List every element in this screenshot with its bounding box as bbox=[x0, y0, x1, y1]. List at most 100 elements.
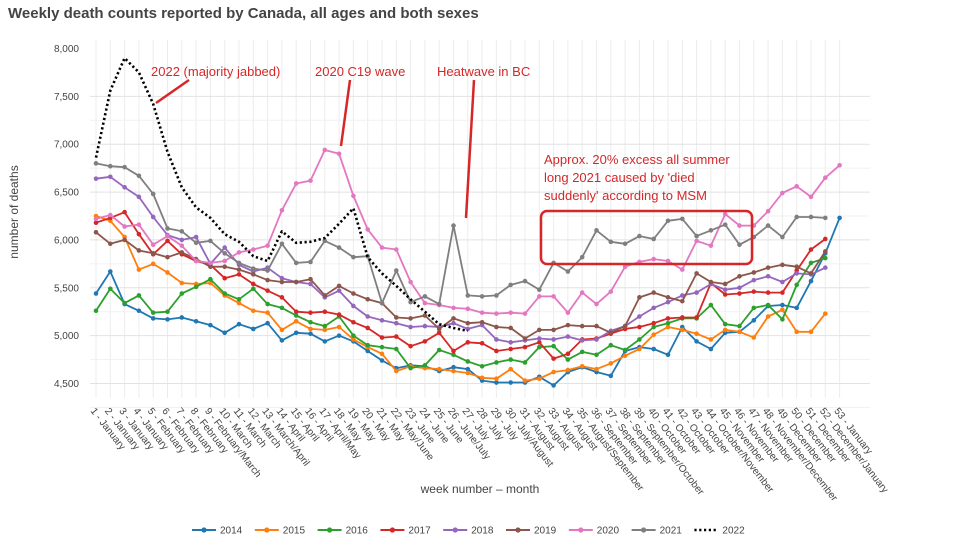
data-point bbox=[408, 279, 413, 285]
series-2022 bbox=[94, 56, 469, 333]
data-point bbox=[494, 376, 499, 382]
data-point bbox=[122, 224, 127, 229]
data-point bbox=[537, 376, 542, 382]
data-point bbox=[737, 323, 742, 329]
data-point bbox=[494, 348, 499, 354]
data-point bbox=[293, 313, 299, 318]
data-point bbox=[308, 276, 313, 282]
data-point bbox=[765, 223, 771, 228]
data-point bbox=[808, 278, 814, 284]
data-point bbox=[565, 334, 571, 339]
data-point bbox=[823, 265, 828, 270]
data-point bbox=[537, 327, 542, 333]
y-tick-label: 7,000 bbox=[54, 140, 79, 151]
data-point bbox=[808, 214, 814, 220]
data-point bbox=[150, 242, 156, 248]
data-point bbox=[279, 207, 285, 213]
data-point bbox=[336, 288, 342, 293]
data-point bbox=[293, 279, 299, 285]
data-point bbox=[694, 233, 699, 239]
data-point bbox=[537, 344, 542, 350]
data-point bbox=[379, 245, 385, 250]
annotation-text: long 2021 caused by 'died bbox=[544, 170, 695, 185]
data-point bbox=[694, 331, 699, 337]
data-point bbox=[680, 216, 685, 222]
data-point bbox=[293, 181, 299, 186]
data-point bbox=[93, 161, 99, 166]
data-point bbox=[465, 370, 471, 376]
data-point bbox=[251, 326, 256, 332]
series-2021 bbox=[93, 161, 828, 307]
data-point bbox=[436, 366, 442, 372]
series-2016 bbox=[93, 255, 828, 371]
data-point bbox=[208, 260, 213, 266]
data-point bbox=[765, 274, 771, 279]
data-point bbox=[537, 340, 542, 345]
data-point bbox=[293, 318, 299, 324]
legend-item-2014: 2014 bbox=[192, 526, 243, 537]
data-point bbox=[451, 316, 456, 321]
data-point bbox=[680, 267, 685, 272]
data-point bbox=[494, 360, 499, 365]
data-point bbox=[508, 346, 513, 352]
data-point bbox=[108, 163, 113, 169]
data-point bbox=[508, 282, 513, 288]
data-point bbox=[508, 366, 513, 372]
data-point bbox=[165, 254, 170, 260]
data-point bbox=[408, 324, 413, 330]
data-point bbox=[651, 324, 656, 330]
data-point bbox=[236, 250, 242, 255]
data-point bbox=[422, 323, 428, 329]
data-point bbox=[622, 347, 628, 353]
data-point bbox=[494, 311, 499, 316]
y-tick-label: 7,500 bbox=[54, 92, 79, 103]
data-point bbox=[136, 248, 142, 253]
series-line bbox=[95, 231, 827, 340]
y-axis-label: number of deaths bbox=[7, 165, 21, 258]
data-point bbox=[494, 324, 499, 330]
data-point bbox=[579, 323, 585, 329]
data-point bbox=[93, 220, 99, 225]
data-point bbox=[394, 315, 399, 320]
data-point bbox=[436, 326, 442, 332]
annotation-arrow bbox=[339, 79, 352, 147]
y-tick-labels: 8,000 7,500 7,000 6,500 6,000 5,500 5,000 4,500 bbox=[54, 44, 79, 390]
data-point bbox=[122, 164, 127, 170]
data-point bbox=[336, 245, 342, 250]
legend-item-2018: 2018 bbox=[443, 526, 494, 537]
data-point bbox=[637, 324, 642, 330]
data-point bbox=[708, 243, 714, 248]
data-point bbox=[422, 363, 428, 368]
legend-item-2022: 2022 bbox=[694, 526, 745, 537]
data-point bbox=[579, 254, 585, 260]
data-point bbox=[737, 223, 742, 228]
series-line bbox=[94, 56, 469, 333]
data-point bbox=[823, 249, 828, 254]
series-line bbox=[95, 215, 827, 382]
legend-label: 2017 bbox=[408, 526, 431, 537]
data-point bbox=[451, 368, 456, 374]
data-point bbox=[279, 279, 285, 285]
data-point bbox=[579, 338, 585, 343]
legend-label: 2020 bbox=[597, 526, 620, 537]
data-point bbox=[594, 323, 599, 329]
data-point bbox=[293, 309, 299, 315]
data-point bbox=[508, 340, 513, 345]
data-point bbox=[408, 299, 413, 305]
data-point bbox=[165, 317, 170, 322]
legend-marker bbox=[452, 527, 458, 533]
annotation-text: Heatwave in BC bbox=[437, 64, 530, 79]
data-point bbox=[322, 327, 328, 333]
data-point bbox=[165, 226, 170, 231]
data-point bbox=[594, 228, 599, 233]
data-point bbox=[265, 310, 270, 315]
series-line bbox=[95, 211, 826, 360]
data-point bbox=[279, 295, 285, 300]
data-point bbox=[780, 317, 785, 322]
data-point bbox=[751, 289, 757, 294]
data-point bbox=[379, 300, 385, 306]
x-axis-label: week number – month bbox=[420, 482, 540, 496]
data-point bbox=[622, 241, 628, 247]
data-point bbox=[537, 287, 542, 293]
data-point bbox=[379, 351, 385, 357]
